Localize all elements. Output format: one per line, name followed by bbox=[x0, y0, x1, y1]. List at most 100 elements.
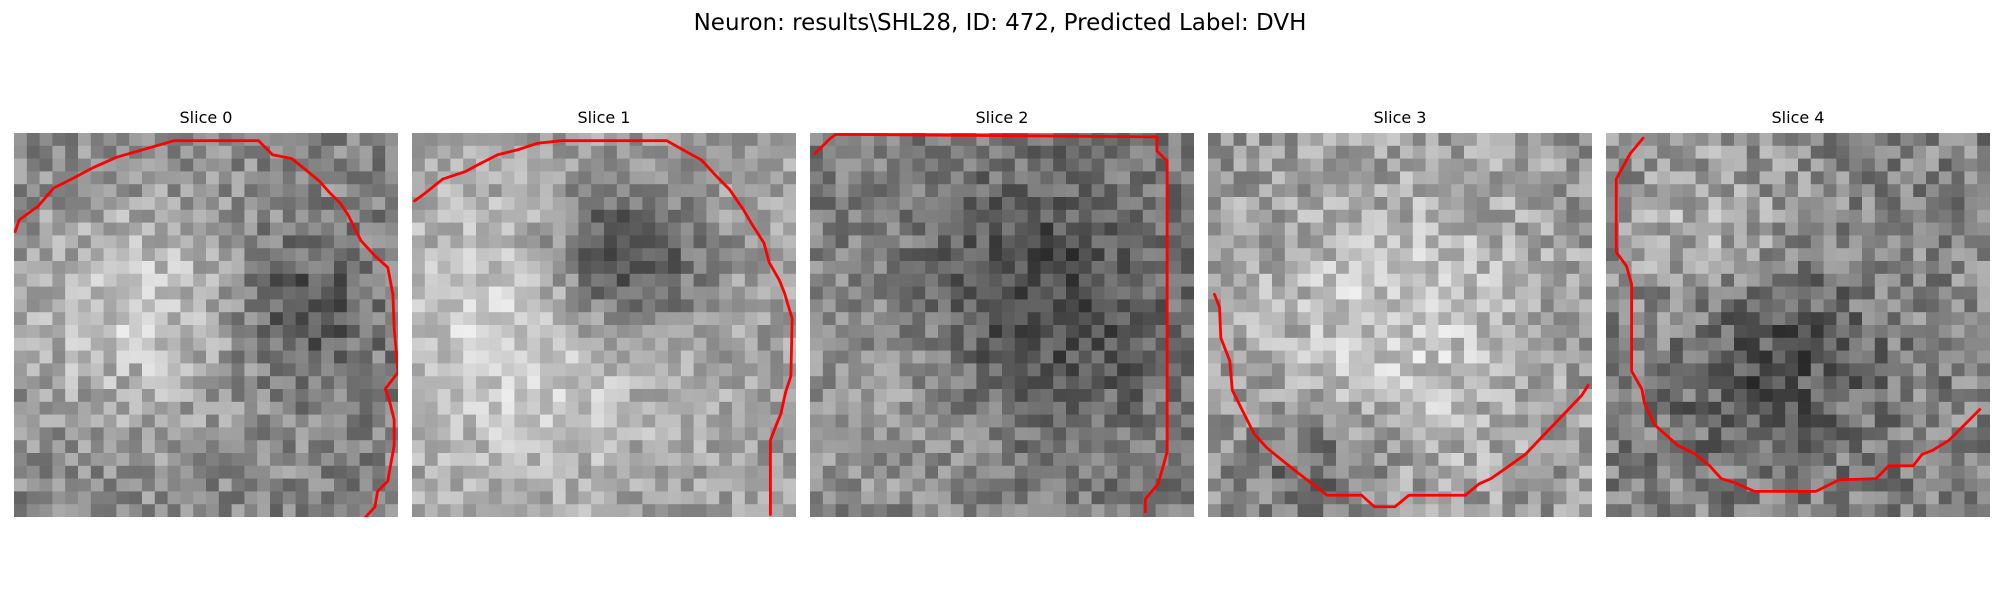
image-pixel bbox=[1540, 158, 1554, 172]
image-pixel bbox=[424, 197, 438, 211]
image-pixel bbox=[1336, 376, 1350, 390]
image-pixel bbox=[1708, 414, 1722, 428]
image-pixel bbox=[26, 222, 40, 236]
image-pixel bbox=[1657, 158, 1671, 172]
image-pixel bbox=[1528, 133, 1542, 147]
image-pixel bbox=[1670, 209, 1684, 223]
image-pixel bbox=[1374, 337, 1388, 351]
image-pixel bbox=[1785, 363, 1799, 377]
image-pixel bbox=[1412, 273, 1426, 287]
image-pixel bbox=[1297, 222, 1311, 236]
image-pixel bbox=[1772, 133, 1786, 147]
image-pixel bbox=[848, 401, 862, 415]
image-pixel bbox=[1387, 401, 1401, 415]
image-pixel bbox=[463, 235, 477, 249]
image-pixel bbox=[321, 171, 335, 185]
image-pixel bbox=[244, 440, 258, 454]
image-pixel bbox=[552, 414, 566, 428]
image-pixel bbox=[989, 427, 1003, 441]
image-pixel bbox=[1644, 389, 1658, 403]
image-pixel bbox=[899, 158, 913, 172]
image-pixel bbox=[1977, 158, 1990, 172]
image-pixel bbox=[1259, 235, 1273, 249]
image-pixel bbox=[1297, 389, 1311, 403]
image-pixel bbox=[835, 414, 849, 428]
image-pixel bbox=[103, 235, 117, 249]
image-pixel bbox=[1682, 478, 1696, 492]
image-pixel bbox=[90, 133, 104, 147]
image-pixel bbox=[514, 427, 528, 441]
image-pixel bbox=[950, 414, 964, 428]
image-pixel bbox=[655, 478, 669, 492]
image-pixel bbox=[450, 248, 464, 262]
image-pixel bbox=[1951, 235, 1965, 249]
image-pixel bbox=[642, 504, 656, 517]
image-pixel bbox=[822, 184, 836, 198]
image-pixel bbox=[231, 184, 245, 198]
image-pixel bbox=[321, 235, 335, 249]
image-pixel bbox=[1887, 312, 1901, 326]
image-pixel bbox=[1451, 453, 1465, 467]
image-pixel bbox=[154, 299, 168, 313]
image-pixel bbox=[1785, 171, 1799, 185]
image-pixel bbox=[591, 171, 605, 185]
image-pixel bbox=[1361, 235, 1375, 249]
image-pixel bbox=[1746, 427, 1760, 441]
image-pixel bbox=[424, 453, 438, 467]
image-pixel bbox=[950, 401, 964, 415]
image-pixel bbox=[693, 286, 707, 300]
image-pixel bbox=[976, 184, 990, 198]
image-pixel bbox=[1938, 158, 1952, 172]
image-pixel bbox=[359, 145, 373, 159]
image-pixel bbox=[874, 261, 888, 275]
image-pixel bbox=[385, 133, 398, 147]
image-pixel bbox=[129, 325, 143, 339]
image-pixel bbox=[655, 171, 669, 185]
image-pixel bbox=[1464, 209, 1478, 223]
image-pixel bbox=[90, 248, 104, 262]
image-pixel bbox=[308, 478, 322, 492]
image-pixel bbox=[1142, 325, 1156, 339]
image-pixel bbox=[154, 491, 168, 505]
image-pixel bbox=[770, 197, 784, 211]
image-pixel bbox=[1091, 273, 1105, 287]
image-pixel bbox=[1208, 248, 1222, 262]
image-pixel bbox=[1438, 273, 1452, 287]
image-pixel bbox=[334, 209, 348, 223]
image-pixel bbox=[1361, 325, 1375, 339]
image-pixel bbox=[1708, 350, 1722, 364]
image-pixel bbox=[1540, 350, 1554, 364]
image-pixel bbox=[540, 286, 554, 300]
image-pixel bbox=[334, 235, 348, 249]
image-pixel bbox=[1528, 376, 1542, 390]
image-pixel bbox=[744, 389, 758, 403]
image-pixel bbox=[180, 286, 194, 300]
image-pixel bbox=[78, 197, 92, 211]
image-pixel bbox=[1066, 145, 1080, 159]
image-pixel bbox=[52, 145, 66, 159]
image-pixel bbox=[1374, 389, 1388, 403]
image-pixel bbox=[1785, 248, 1799, 262]
image-pixel bbox=[52, 491, 66, 505]
image-pixel bbox=[1310, 376, 1324, 390]
image-pixel bbox=[848, 222, 862, 236]
image-pixel bbox=[1053, 478, 1067, 492]
image-pixel bbox=[1964, 222, 1978, 236]
image-pixel bbox=[193, 158, 207, 172]
image-pixel bbox=[1836, 376, 1850, 390]
image-pixel bbox=[706, 363, 720, 377]
image-pixel bbox=[218, 235, 232, 249]
image-pixel bbox=[861, 158, 875, 172]
image-pixel bbox=[359, 389, 373, 403]
image-pixel bbox=[1502, 363, 1516, 377]
image-pixel bbox=[39, 440, 53, 454]
image-pixel bbox=[1374, 171, 1388, 185]
image-pixel bbox=[359, 273, 373, 287]
image-pixel bbox=[1361, 389, 1375, 403]
image-pixel bbox=[1772, 389, 1786, 403]
image-pixel bbox=[1259, 465, 1273, 479]
image-pixel bbox=[167, 427, 181, 441]
image-pixel bbox=[385, 209, 398, 223]
image-pixel bbox=[1323, 363, 1337, 377]
image-pixel bbox=[1181, 337, 1194, 351]
